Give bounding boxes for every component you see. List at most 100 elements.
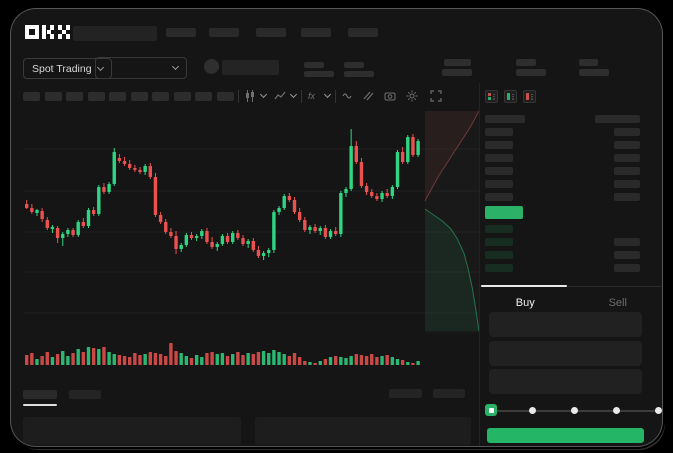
price-bar-skeleton: [485, 193, 513, 201]
slider-stop-dot[interactable]: [612, 407, 620, 414]
price-bar-skeleton: [485, 154, 513, 162]
line-chart-icon[interactable]: [273, 89, 287, 103]
price-bar-skeleton: [485, 251, 513, 259]
active-tab-underline: [23, 404, 57, 406]
candlestick-chart[interactable]: [23, 111, 479, 379]
bid-row[interactable]: [485, 264, 640, 272]
candles-icon[interactable]: [243, 89, 257, 103]
timeframe-skeleton[interactable]: [66, 92, 83, 101]
book-icon-lines: [530, 93, 533, 100]
stat-label-skeleton: [304, 62, 324, 68]
stat-label-skeleton: [344, 62, 364, 68]
order-book-header-row[interactable]: [485, 115, 640, 123]
header-search-skeleton[interactable]: [73, 26, 157, 41]
chevron-down-icon[interactable]: [289, 90, 298, 99]
last-price-badge[interactable]: [485, 206, 523, 219]
slider-stop-dot[interactable]: [571, 407, 578, 414]
okx-logo[interactable]: [25, 25, 73, 40]
ask-row[interactable]: [485, 141, 640, 149]
pair-select-dropdown[interactable]: [95, 57, 187, 79]
trade-tab-indicator: [481, 285, 567, 287]
bottom-right-tab-skeleton[interactable]: [389, 389, 422, 398]
total-input-skeleton[interactable]: [489, 369, 642, 394]
camera-icon[interactable]: [383, 89, 397, 103]
ask-row[interactable]: [485, 128, 640, 136]
stat-value-skeleton: [442, 69, 472, 76]
price-bar-skeleton: [485, 141, 513, 149]
nav-item-skeleton[interactable]: [348, 28, 378, 37]
timeframe-skeleton[interactable]: [23, 92, 40, 101]
nav-item-skeleton[interactable]: [209, 28, 239, 37]
timeframe-skeleton[interactable]: [87, 92, 105, 101]
tab-buy[interactable]: Buy: [515, 297, 535, 309]
stat-label-skeleton: [444, 59, 471, 66]
bottom-panel-skeleton: [255, 417, 471, 445]
price-bar-skeleton: [485, 128, 513, 136]
amount-bar-skeleton: [614, 154, 640, 162]
nav-item-skeleton[interactable]: [301, 28, 331, 37]
price-bar-skeleton: [485, 264, 513, 272]
chevron-down-icon[interactable]: [323, 90, 332, 99]
tab-sell[interactable]: Sell: [608, 297, 627, 309]
price-bar-skeleton: [485, 225, 513, 233]
price-skeleton: [222, 60, 279, 75]
trading-mode-dropdown[interactable]: Spot Trading: [23, 58, 112, 79]
timeframe-skeleton[interactable]: [195, 92, 212, 101]
price-bar-skeleton: [485, 238, 513, 246]
price-bar-skeleton: [485, 180, 513, 188]
ask-row[interactable]: [485, 180, 640, 188]
toolbar-divider: [335, 90, 336, 103]
amount-bar-skeleton: [614, 251, 640, 259]
book-both-icon[interactable]: [485, 90, 498, 103]
amount-bar-skeleton: [614, 238, 640, 246]
svg-text:fx: fx: [308, 91, 316, 101]
fullscreen-icon[interactable]: [429, 89, 443, 103]
timeframe-skeleton[interactable]: [130, 92, 148, 101]
amount-bar-skeleton: [614, 264, 640, 272]
timeframe-skeleton[interactable]: [109, 92, 126, 101]
buy-submit-button[interactable]: [487, 428, 644, 443]
amount-bar-skeleton: [595, 115, 640, 123]
wave-icon[interactable]: [341, 89, 355, 103]
slider-stop-dot[interactable]: [654, 407, 662, 414]
amount-bar-skeleton: [614, 167, 640, 175]
book-both-bars: [488, 93, 491, 100]
nav-item-skeleton[interactable]: [256, 28, 286, 37]
toolbar-divider: [301, 90, 302, 103]
ask-row[interactable]: [485, 193, 640, 201]
bottom-tab-skeleton-active[interactable]: [23, 390, 57, 399]
book-asks-icon[interactable]: [523, 90, 536, 103]
slider-stop-dot[interactable]: [529, 407, 537, 414]
settings-icon[interactable]: [405, 89, 419, 103]
amount-input-skeleton[interactable]: [489, 341, 642, 366]
book-icon-lines: [511, 93, 514, 100]
bottom-right-tab-skeleton[interactable]: [433, 389, 465, 398]
timeframe-skeleton[interactable]: [216, 92, 234, 101]
indicators-icon[interactable]: fx: [307, 89, 321, 103]
timeframe-skeleton[interactable]: [152, 92, 169, 101]
book-bids-icon[interactable]: [504, 90, 517, 103]
stat-value-skeleton: [304, 71, 334, 77]
price-input-skeleton[interactable]: [489, 312, 642, 337]
bid-row[interactable]: [485, 251, 640, 259]
nav-item-skeleton[interactable]: [166, 28, 196, 37]
bid-row[interactable]: [485, 225, 640, 233]
timeframe-skeleton[interactable]: [173, 92, 191, 101]
trade-tabs: Buy Sell: [479, 291, 662, 315]
price-bar-skeleton: [485, 167, 513, 175]
trade-tabs-separator: [479, 286, 662, 287]
stat-label-skeleton: [579, 59, 598, 66]
hatch-icon[interactable]: [361, 89, 375, 103]
bid-row[interactable]: [485, 238, 640, 246]
book-asks-bar: [526, 93, 529, 100]
trading-mode-label: Spot Trading: [32, 62, 92, 75]
ask-row[interactable]: [485, 154, 640, 162]
ask-row[interactable]: [485, 167, 640, 175]
panel-divider: [479, 83, 480, 446]
chevron-down-icon[interactable]: [259, 90, 268, 99]
timeframe-skeleton[interactable]: [44, 92, 62, 101]
coin-icon: [204, 59, 219, 74]
book-icon-lines: [492, 93, 495, 100]
bottom-tab-skeleton[interactable]: [69, 390, 101, 399]
amount-slider-handle[interactable]: [485, 404, 497, 416]
